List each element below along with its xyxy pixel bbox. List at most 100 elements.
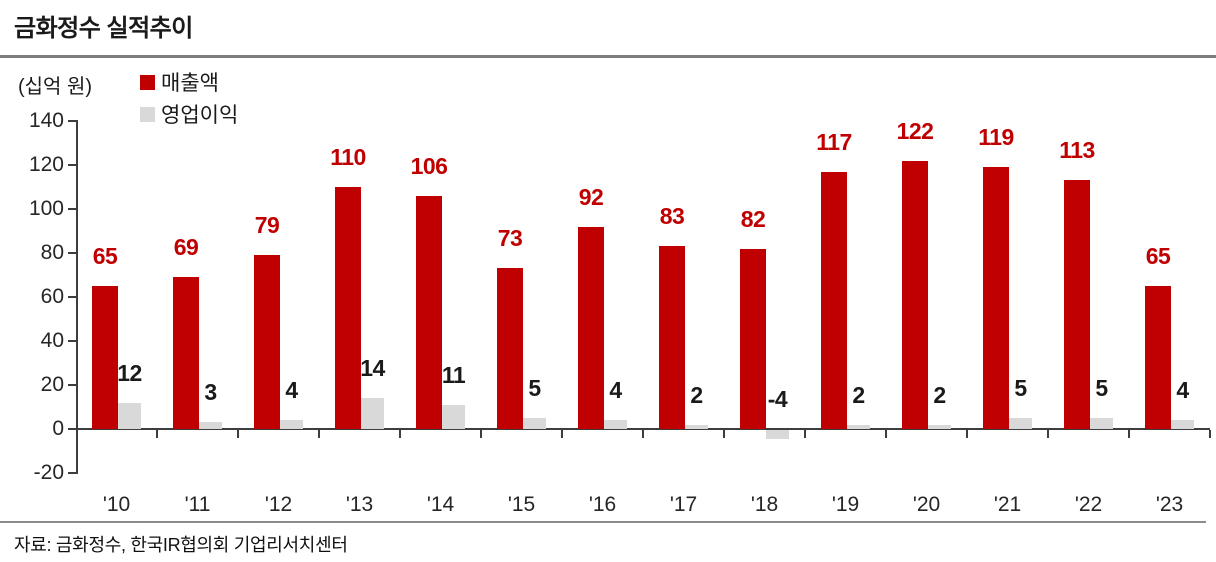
bar-label-revenue: 65: [1145, 243, 1171, 269]
x-axis-tick: [966, 430, 968, 438]
legend-label: 영업이익: [161, 104, 239, 127]
revenue-swatch-icon: [140, 74, 155, 90]
bar-label-revenue: 73: [497, 225, 523, 252]
y-axis-tick: [68, 384, 76, 386]
bar-profit: [118, 402, 141, 429]
bar-revenue: [740, 248, 766, 429]
x-tick-label: '14: [426, 493, 455, 516]
y-tick-label: 60: [40, 285, 64, 308]
x-tick-label: '19: [831, 493, 860, 516]
bar-label-profit: 5: [1095, 375, 1108, 401]
y-tick-label: 120: [28, 153, 64, 176]
bar-label-revenue: 69: [173, 234, 199, 261]
x-tick-label: '18: [750, 493, 779, 516]
x-tick-label: '16: [588, 493, 617, 516]
legend-item-revenue: 매출액: [140, 66, 238, 98]
bar-profit: [199, 422, 222, 429]
bar-revenue: [821, 171, 847, 429]
bar-label-profit: 2: [933, 381, 946, 408]
bar-label-profit: 5: [528, 375, 541, 401]
y-axis-tick: [68, 296, 76, 298]
bar-label-profit: 4: [609, 377, 622, 404]
bottom-divider: [0, 521, 1206, 523]
y-tick-label: 0: [52, 417, 64, 440]
x-axis-tick: [561, 430, 563, 438]
y-axis-tick: [68, 164, 76, 166]
bar-profit: [523, 418, 546, 429]
bar-profit: [1009, 418, 1032, 429]
bar-profit: [604, 420, 627, 429]
bar-revenue: [416, 195, 442, 429]
bar-revenue: [92, 286, 118, 429]
page-title: 금화정수 실적추이: [14, 15, 193, 42]
y-tick-label: 140: [28, 109, 64, 132]
x-axis-tick: [1209, 430, 1211, 438]
bar-label-profit: -4: [767, 386, 788, 412]
y-axis-unit-label: (십억 원): [18, 76, 93, 98]
x-tick-label: '10: [102, 493, 131, 516]
bar-revenue: [902, 160, 928, 429]
bar-profit: [685, 424, 708, 429]
x-axis-tick: [237, 430, 239, 438]
bar-label-profit: 14: [360, 355, 385, 382]
bar-profit: [361, 398, 384, 429]
y-axis-tick: [68, 252, 76, 254]
x-tick-label: '22: [1074, 493, 1103, 516]
bar-revenue: [497, 268, 523, 429]
bar-revenue: [983, 167, 1009, 429]
bar-revenue: [173, 277, 199, 429]
y-tick-label: 20: [40, 373, 64, 396]
y-axis-tick: [68, 120, 76, 122]
y-axis-line: [76, 120, 78, 474]
bar-profit: [928, 424, 951, 429]
bar-profit: [280, 420, 303, 429]
x-axis-line: [76, 428, 1210, 430]
y-tick-label: 80: [40, 241, 64, 264]
x-tick-label: '11: [184, 493, 211, 516]
x-tick-label: '23: [1155, 493, 1184, 516]
x-tick-label: '17: [669, 493, 698, 516]
x-axis-tick: [642, 430, 644, 438]
bar-label-revenue: 122: [896, 117, 934, 144]
bar-revenue: [578, 226, 604, 429]
bar-label-revenue: 106: [410, 152, 448, 179]
bar-label-revenue: 119: [978, 124, 1014, 151]
legend-label: 매출액: [161, 72, 219, 95]
bar-revenue: [335, 187, 361, 429]
bar-revenue: [659, 246, 685, 429]
bar-label-revenue: 79: [254, 212, 280, 239]
bar-label-revenue: 117: [816, 128, 852, 155]
bar-profit: [847, 424, 870, 429]
x-tick-label: '12: [264, 493, 293, 516]
bar-label-revenue: 113: [1059, 137, 1095, 164]
profit-swatch-icon: [140, 106, 155, 122]
x-axis-tick: [318, 430, 320, 438]
bar-label-revenue: 65: [92, 243, 118, 269]
x-axis-tick: [156, 430, 158, 438]
x-axis-tick: [480, 430, 482, 438]
x-axis-tick: [1047, 430, 1049, 438]
bar-profit: [766, 430, 789, 439]
x-axis-tick: [804, 430, 806, 438]
x-axis-tick: [399, 430, 401, 438]
x-tick-label: '20: [912, 493, 941, 516]
bar-profit: [442, 404, 465, 429]
bar-label-profit: 3: [204, 379, 217, 406]
x-tick-label: '15: [507, 493, 536, 516]
bar-profit: [1090, 418, 1113, 429]
y-axis-tick: [68, 340, 76, 342]
bar-label-profit: 11: [441, 361, 466, 388]
bar-label-profit: 2: [852, 381, 865, 408]
y-tick-label: 100: [28, 197, 64, 220]
bar-label-profit: 12: [117, 359, 142, 386]
x-axis-tick: [723, 430, 725, 438]
bar-label-profit: 5: [1014, 375, 1027, 401]
bar-label-revenue: 92: [578, 183, 604, 210]
y-axis-tick: [68, 208, 76, 210]
bar-revenue: [1064, 180, 1090, 429]
top-divider: [0, 55, 1216, 58]
bar-revenue: [1145, 286, 1171, 429]
bar-profit: [1171, 420, 1194, 429]
x-axis-tick: [885, 430, 887, 438]
